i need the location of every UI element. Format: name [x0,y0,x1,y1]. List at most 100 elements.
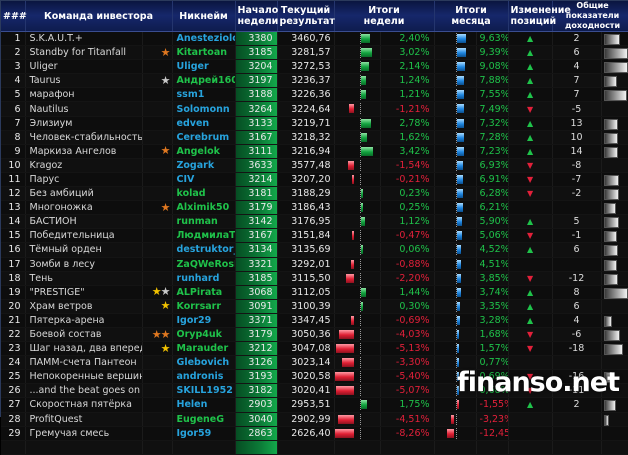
col-header-month-totals[interactable]: Итоги месяца [434,1,509,32]
cell-nickname[interactable]: ЛюдмилаТ [172,228,236,244]
zero-line [359,159,361,171]
cell-nickname[interactable]: Oryp4uk [172,327,236,343]
cell-nickname[interactable]: SKILL1952 [172,383,236,399]
cell-stars [142,440,173,455]
cell-overall-bar [601,214,628,230]
cell-nickname[interactable]: Kitartoan [172,45,236,61]
col-header-overall-profitability[interactable]: Общие показатели доходности [552,1,628,32]
cell-month-bar [434,299,477,314]
cell-nickname[interactable]: edven [172,116,236,131]
cell-nickname[interactable]: Alximik50 [172,200,236,216]
table-row[interactable]: 7Элизиумedven31333219,712,78%7,32%▲1312,… [1,116,628,131]
cell-nickname[interactable]: destruktor_lk [172,242,236,258]
cell-nickname[interactable]: Korrsarr [172,299,236,314]
arrow-down-icon: ▼ [526,174,534,184]
table-row[interactable]: 6 Nautilus Solomonn 3264 3224,64 -1,21% 7,49% ▼… [1,101,628,117]
cell-week-pct: -8,26% [380,426,435,441]
cell-position-arrow: ▲ [508,31,553,47]
week-bar [360,203,363,213]
cell-team: Тёмный орден [25,242,143,258]
cell-month-bar [434,130,477,145]
table-row[interactable]: 1S.K.A.U.T.+ Anesteziolog 3380 3460,76 2,40%… [1,31,628,47]
cell-week-bar [334,242,381,258]
cell-nickname[interactable]: kolad [172,186,236,202]
table-row[interactable]: 27 Скоростная пятёрка Helen 2903 2953,51 1,75… [1,397,628,413]
table-row[interactable]: 29 Гремучая смесь Igor59 2863 2626,40 -8,26% -… [1,426,628,441]
cell-nickname[interactable]: Cerebrum [172,130,236,145]
col-header-team[interactable]: Команда инвестора [25,1,173,32]
table-row[interactable]: 21 Пятерка-арена Igor29 3371 3347,45 -0,69% 3,… [1,313,628,328]
table-row[interactable]: 12 Без амбиций kolad 3181 3188,29 0,23% 6,28% ▼… [1,186,628,202]
table-row[interactable]: 23 Шаг назад, два вперед ★ Marauder 3212 3047… [1,341,628,357]
cell-nickname[interactable]: runman [172,214,236,230]
cell-nickname[interactable]: Igor29 [172,313,236,328]
cell-nickname[interactable]: Uliger [172,59,236,75]
table-row[interactable]: 10KragozZogark36333577,48-1,54%6,93%▼-8X… [1,158,628,173]
cell-position-change: 10 [552,130,602,145]
table-row[interactable]: 13 Многоножка ★ Alximik50 3179 3186,43 0,25% 6,… [1,200,628,216]
week-start-value: 3264 [248,103,273,115]
cell-month-bar [434,369,477,385]
table-row[interactable]: 18Теньrunhard31853115,50-2,20%3,85%▼-121… [1,271,628,286]
week-start-value: 3197 [248,75,273,87]
cell-nickname[interactable]: Igor59 [172,426,236,441]
cell-nickname[interactable]: runhard [172,271,236,286]
month-bar [456,90,464,100]
table-row[interactable]: 24 ПАММ-счета Пантеон Glebovich 3126 3023,14… [1,355,628,371]
table-row[interactable]: 15 Победительница ЛюдмилаТ 3167 3151,84 -0,47… [1,228,628,244]
table-row[interactable]: 11ПарусCIV32143207,20-0,21%6,91%▼-714,08… [1,172,628,188]
col-header-week-totals[interactable]: Итоги недели [334,1,435,32]
cell-month-pct: 7,55% [476,87,509,103]
cell-month-pct: 7,28% [476,130,509,145]
col-header-position-change[interactable]: Изменение позиций [508,1,571,32]
col-header-week-start[interactable]: Начало недели [235,1,278,32]
table-row[interactable]: 19 "PRESTIGE" ★★ ALPirata 3068 3112,05 1,44% 3,… [1,285,628,300]
cell-overall-bar [601,271,628,286]
cell-week-pct: -0,88% [380,257,435,272]
cell-nickname[interactable]: Angelok [172,144,236,159]
cell-nickname[interactable]: Marauder [172,341,236,357]
table-row[interactable]: 17 Зомби в лесу ZaQWeRosK 3321 3292,01 -0,88%… [1,257,628,272]
cell-stars: ★ [142,73,173,89]
table-row[interactable]: 20 Храм ветров ★ Korrsarr 3091 3100,39 0,30% 3,… [1,299,628,314]
cell-current-result: 3115,50 [277,271,335,286]
cell-nickname[interactable]: EugeneG [172,412,236,427]
cell-nickname[interactable]: Glebovich [172,355,236,371]
cell-nickname[interactable]: Anesteziolog [172,31,236,47]
table-row[interactable]: 22 Боевой состав ★★ Oryp4uk 3179 3050,36 -4,03… [1,327,628,343]
table-row[interactable]: 8 Человек-стабильность Cerebrum 3167 3218,32… [1,130,628,145]
cell-nickname[interactable]: Zogark [172,158,236,173]
cell-nickname[interactable]: ssm1 [172,87,236,103]
cell-week-pct: 3,42% [380,144,435,159]
col-header-nickname[interactable]: Никнейм [172,1,236,32]
table-row[interactable]: 28 ProfitQuest EugeneG 3040 2902,99 -4,51% -3,… [1,412,628,427]
cell-nickname[interactable]: Solomonn [172,101,236,117]
cell-nickname[interactable]: Helen [172,397,236,413]
col-header-current-result[interactable]: Текущий результат [277,1,335,32]
cell-nickname[interactable]: CIV [172,172,236,188]
overall-bar [603,287,628,299]
cell-month-pct: 6,93% [476,158,509,173]
cell-nickname[interactable]: andronis [172,369,236,385]
table-row[interactable]: 3UligerUliger32043272,532,14%9,08%▲419,3… [1,59,628,75]
col-header-rank[interactable]: ### [1,1,27,32]
table-row[interactable]: 26 ...and the beat goes on SKILL1952 3182 30… [1,383,628,399]
table-row[interactable]: 14БАСТИОНrunman31423176,951,12%5,90%▲513… [1,214,628,230]
table-row[interactable]: 25 Непокоренные вершины andronis 3193 3020,5… [1,369,628,385]
cell-nickname[interactable]: ALPirata [172,285,236,300]
week-bar [351,231,354,241]
cell-week-pct: -1,54% [380,158,435,173]
cell-nickname[interactable]: Андрей1605 [172,73,236,89]
table-row[interactable]: 2 Standby for Titanfall ★ Kitartoan 3185 3281… [1,45,628,61]
table-row[interactable]: 9 Маркиза Ангелов ★ Angelok 3111 3216,94 3,42%… [1,144,628,159]
table-row[interactable]: 5марафонssm131883226,361,21%7,55%▲718,19… [1,87,628,103]
cell-position-change: 4 [552,59,602,75]
cell-nickname[interactable]: ZaQWeRosK [172,257,236,272]
zero-line [359,173,361,186]
month-bar [456,104,464,114]
week-start-fill [235,60,277,73]
week-bar [360,118,371,128]
week-start-fill [235,201,277,214]
